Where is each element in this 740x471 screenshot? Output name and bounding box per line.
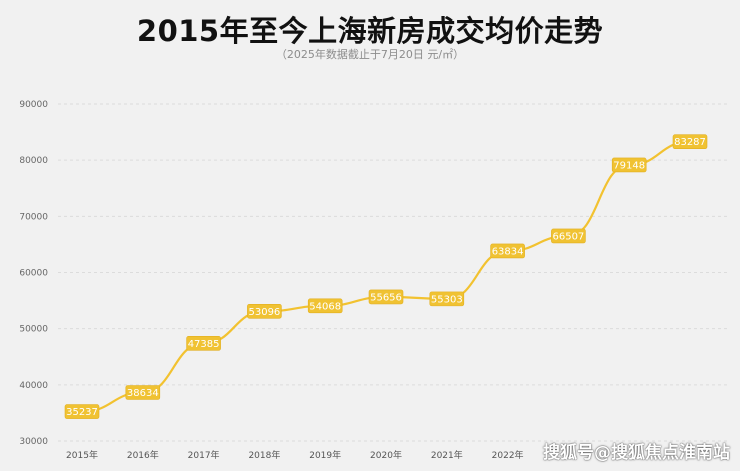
data-label: 55303 xyxy=(431,294,463,305)
x-tick-label: 2018年 xyxy=(248,449,280,461)
data-label: 83287 xyxy=(674,137,706,148)
data-label: 66507 xyxy=(552,231,584,242)
data-label-box xyxy=(64,404,100,419)
series-line xyxy=(80,140,692,413)
data-label: 54068 xyxy=(309,301,341,312)
y-tick-label: 90000 xyxy=(19,100,48,110)
data-point: 55656 xyxy=(368,289,404,305)
data-label-box xyxy=(186,336,221,351)
data-label: 53096 xyxy=(248,307,280,318)
x-tick-label: 2020年 xyxy=(370,449,402,461)
data-label-box xyxy=(611,157,647,173)
chart-title: 2015年至今上海新房成交均价走势 xyxy=(136,14,604,48)
chart-subtitle: （2025年数据截止于7月20日 元/㎡） xyxy=(275,48,465,61)
data-point: 53096 xyxy=(247,303,282,319)
data-label-box xyxy=(307,298,343,314)
data-label-box xyxy=(551,228,586,244)
data-label-box xyxy=(490,243,525,259)
data-label: 47385 xyxy=(188,339,220,350)
data-point: 38634 xyxy=(125,385,161,400)
data-point: 63834 xyxy=(490,243,525,259)
x-tick-label: 2022年 xyxy=(492,449,524,461)
data-label-box xyxy=(125,385,161,400)
data-point: 47385 xyxy=(186,336,221,351)
data-label-box xyxy=(429,291,465,307)
data-label: 63834 xyxy=(492,246,524,257)
y-tick-label: 60000 xyxy=(19,269,48,279)
data-point: 66507 xyxy=(551,228,586,244)
y-tick-label: 50000 xyxy=(19,325,48,335)
data-point: 54068 xyxy=(307,298,343,314)
data-label: 35237 xyxy=(66,407,98,418)
data-point: 79148 xyxy=(611,157,647,173)
data-label-box xyxy=(672,134,708,150)
x-tick-label: 2017年 xyxy=(188,449,220,461)
x-tick-label: 2015年 xyxy=(66,449,98,461)
y-tick-label: 70000 xyxy=(19,212,48,222)
data-label-box xyxy=(368,289,404,305)
data-label-box xyxy=(247,303,282,319)
data-point: 55303 xyxy=(429,291,465,307)
data-label: 79148 xyxy=(613,160,645,171)
data-point: 35237 xyxy=(64,404,100,419)
watermark: 搜狐号@搜狐焦点淮南站 xyxy=(543,443,730,463)
data-label: 55656 xyxy=(370,292,402,303)
x-tick-label: 2019年 xyxy=(309,449,341,461)
data-label: 38634 xyxy=(127,388,159,399)
y-tick-label: 40000 xyxy=(19,381,48,391)
data-point: 83287 xyxy=(672,134,708,150)
y-tick-label: 80000 xyxy=(19,156,48,166)
x-tick-label: 2021年 xyxy=(431,449,463,461)
x-tick-label: 2016年 xyxy=(127,449,159,461)
y-tick-label: 30000 xyxy=(19,437,48,447)
